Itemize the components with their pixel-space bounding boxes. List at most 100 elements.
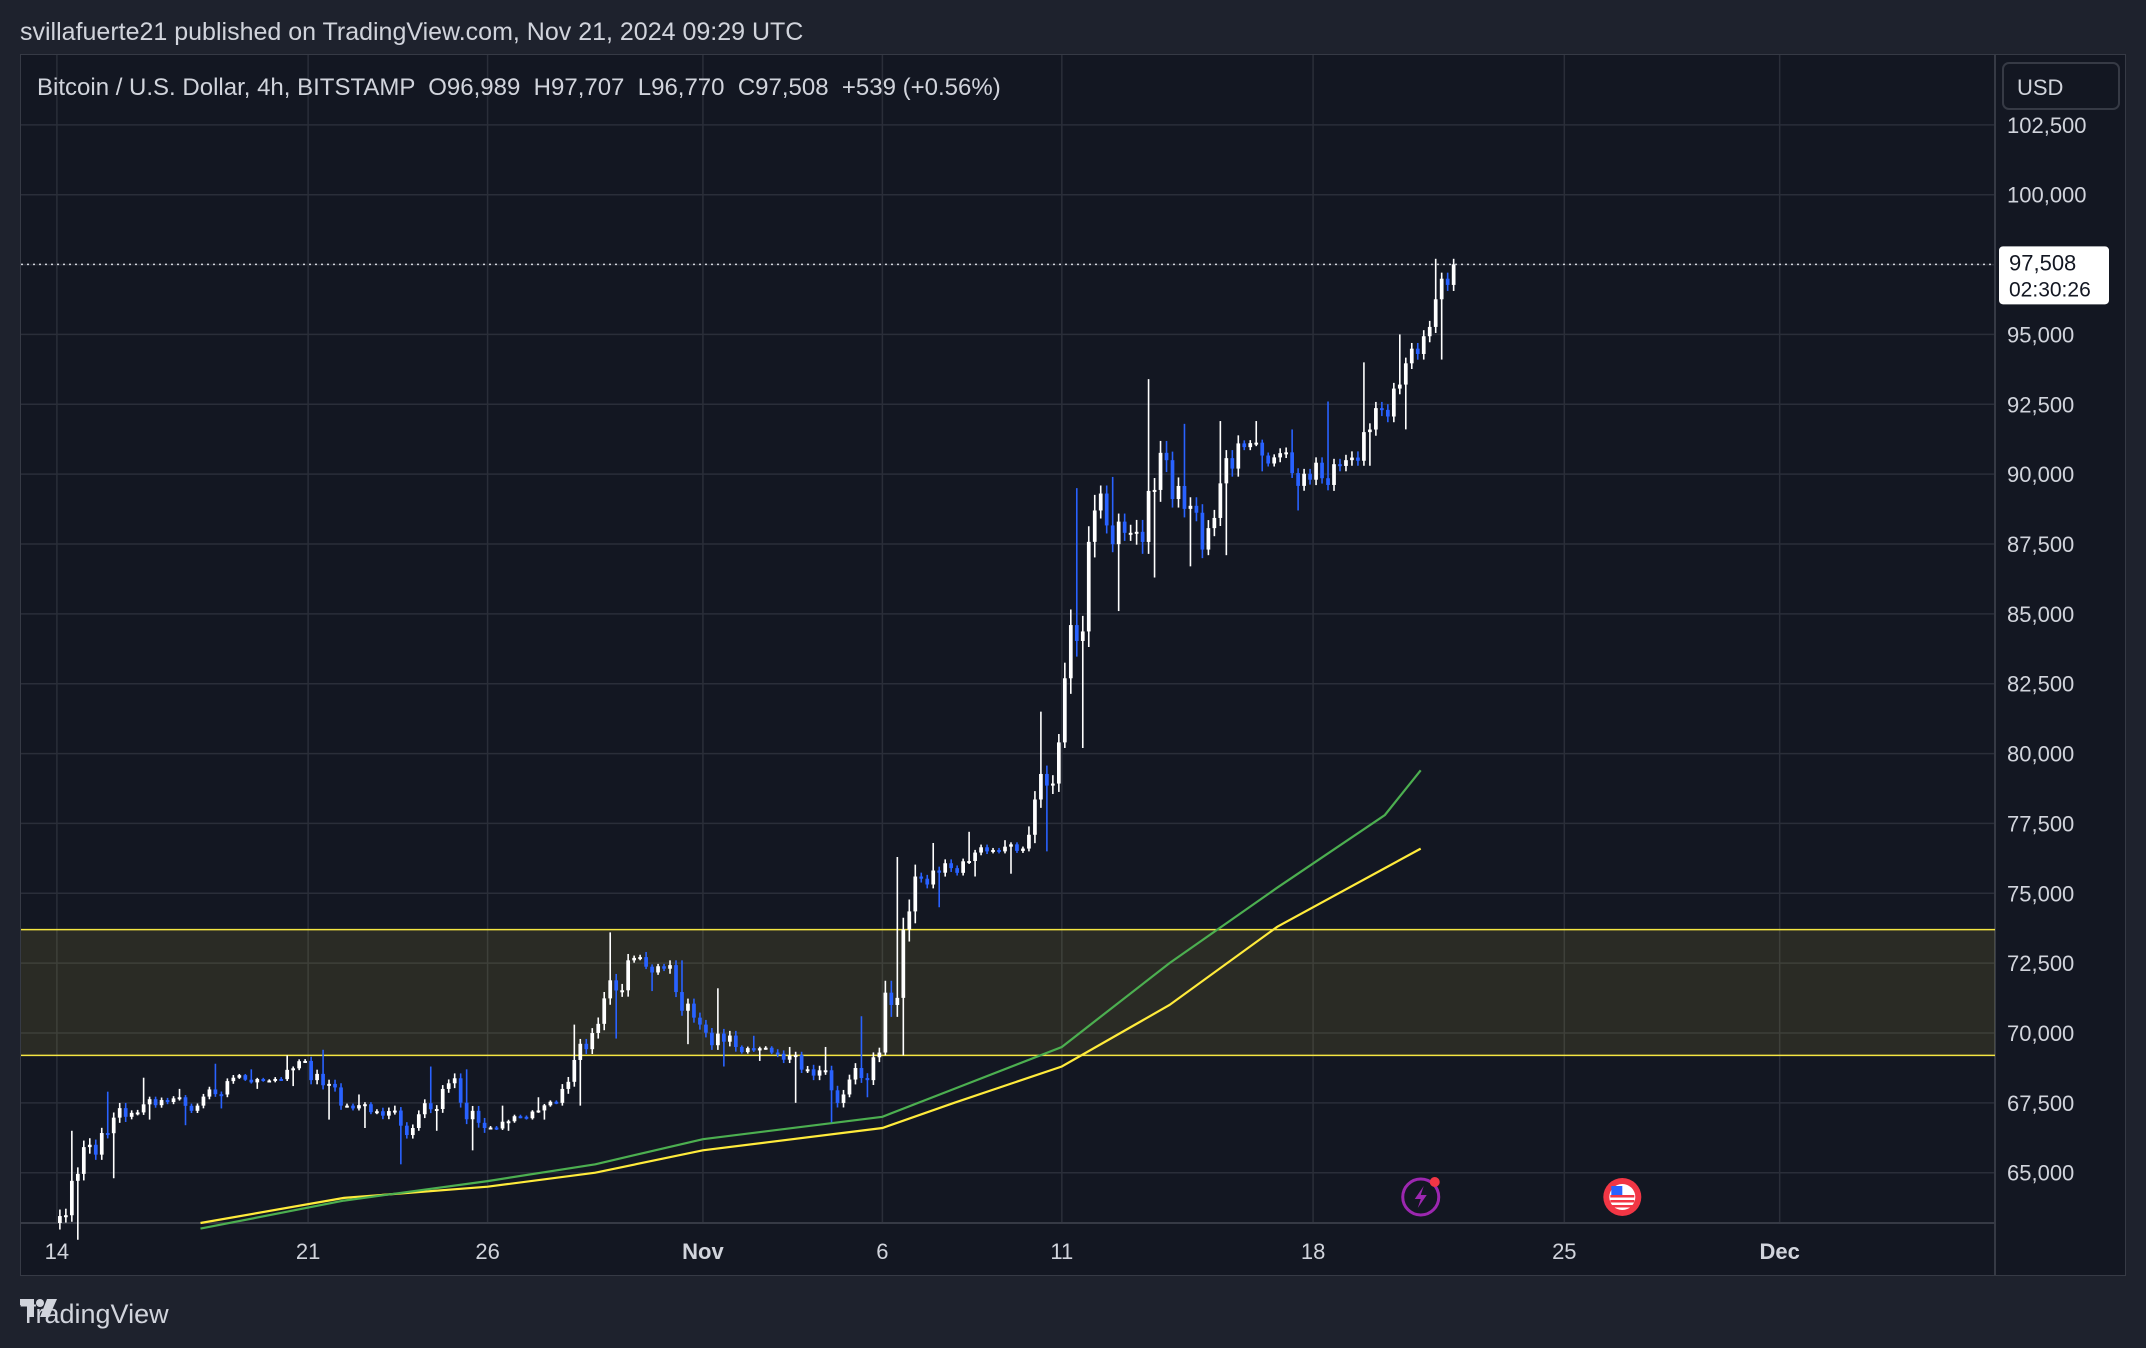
candle-down[interactable]: [775, 1052, 780, 1055]
candle-down[interactable]: [1170, 460, 1175, 500]
candle-up[interactable]: [297, 1061, 302, 1069]
candle-up[interactable]: [1176, 485, 1181, 500]
candle-up[interactable]: [201, 1096, 206, 1106]
candle-up[interactable]: [129, 1112, 134, 1117]
candle-up[interactable]: [907, 911, 912, 930]
candle-down[interactable]: [985, 847, 989, 852]
candle-up[interactable]: [416, 1114, 421, 1128]
candle-down[interactable]: [680, 992, 684, 1011]
candle-down[interactable]: [464, 1102, 469, 1120]
candle-down[interactable]: [1230, 458, 1235, 469]
candle-down[interactable]: [428, 1103, 433, 1110]
candle-up[interactable]: [1314, 462, 1318, 480]
candle-up[interactable]: [58, 1216, 62, 1223]
candle-up[interactable]: [686, 1003, 690, 1011]
support-zone[interactable]: [21, 929, 1995, 1056]
candle-down[interactable]: [1308, 473, 1312, 480]
plot-area[interactable]: [21, 55, 1995, 1223]
candle-down[interactable]: [1445, 278, 1450, 285]
candle-up[interactable]: [1272, 457, 1277, 464]
candle-down[interactable]: [799, 1055, 804, 1070]
candle-up[interactable]: [1254, 442, 1259, 445]
candle-up[interactable]: [87, 1144, 92, 1148]
candle-up[interactable]: [1009, 844, 1013, 847]
candle-down[interactable]: [339, 1087, 343, 1106]
candle-up[interactable]: [1350, 457, 1354, 461]
candle-up[interactable]: [1068, 625, 1073, 679]
candle-down[interactable]: [1182, 485, 1187, 509]
candle-up[interactable]: [225, 1081, 230, 1095]
candle-down[interactable]: [829, 1070, 834, 1091]
candle-down[interactable]: [494, 1127, 499, 1130]
candle-down[interactable]: [554, 1101, 559, 1104]
candle-up[interactable]: [608, 980, 613, 999]
candle-up[interactable]: [500, 1121, 505, 1129]
candle-up[interactable]: [1427, 326, 1432, 337]
candle-up[interactable]: [1021, 848, 1025, 851]
candle-up[interactable]: [285, 1069, 290, 1080]
candle-up[interactable]: [979, 847, 983, 853]
candle-up[interactable]: [1206, 528, 1211, 550]
candle-up[interactable]: [231, 1077, 236, 1082]
candle-down[interactable]: [1045, 773, 1049, 786]
candle-down[interactable]: [321, 1073, 325, 1086]
candle-down[interactable]: [781, 1053, 786, 1060]
candle-up[interactable]: [81, 1147, 86, 1174]
candle-up[interactable]: [512, 1116, 517, 1122]
candle-down[interactable]: [249, 1079, 254, 1083]
candle-up[interactable]: [967, 860, 971, 863]
candle-down[interactable]: [698, 1017, 702, 1025]
candle-up[interactable]: [387, 1111, 391, 1116]
candle-down[interactable]: [351, 1105, 355, 1109]
candle-up[interactable]: [1403, 363, 1408, 385]
candle-down[interactable]: [650, 966, 654, 973]
candle-down[interactable]: [733, 1035, 738, 1047]
candle-down[interactable]: [949, 863, 954, 869]
candle-down[interactable]: [279, 1078, 284, 1081]
candle-up[interactable]: [75, 1173, 80, 1181]
candle-up[interactable]: [572, 1059, 577, 1082]
candle-down[interactable]: [835, 1090, 840, 1103]
candle-up[interactable]: [1146, 490, 1151, 542]
candle-up[interactable]: [267, 1080, 272, 1083]
candle-up[interactable]: [961, 861, 965, 873]
candle-up[interactable]: [943, 863, 948, 873]
candle-up[interactable]: [410, 1127, 415, 1136]
candle-up[interactable]: [656, 966, 660, 973]
candle-down[interactable]: [889, 992, 894, 1005]
candle-down[interactable]: [1242, 443, 1247, 448]
candle-up[interactable]: [841, 1094, 846, 1103]
candle-up[interactable]: [536, 1110, 541, 1113]
candle-up[interactable]: [434, 1108, 439, 1111]
candle-up[interactable]: [853, 1068, 858, 1080]
candle-down[interactable]: [1164, 452, 1169, 461]
candle-down[interactable]: [811, 1069, 816, 1076]
candle-down[interactable]: [925, 878, 930, 885]
candle-up[interactable]: [542, 1105, 547, 1111]
candle-down[interactable]: [404, 1125, 409, 1136]
price-chart[interactable]: 65,000 67,500 70,000 72,500 75,000 77,500 80,0…: [21, 55, 2125, 1275]
candle-up[interactable]: [141, 1104, 146, 1113]
candle-down[interactable]: [1260, 442, 1265, 456]
candle-up[interactable]: [602, 998, 607, 1024]
candle-down[interactable]: [189, 1105, 194, 1111]
candle-up[interactable]: [727, 1035, 732, 1042]
candle-up[interactable]: [177, 1097, 182, 1100]
candle-down[interactable]: [937, 870, 942, 873]
candle-up[interactable]: [422, 1103, 427, 1115]
candle-up[interactable]: [1086, 541, 1091, 632]
candle-down[interactable]: [865, 1078, 870, 1081]
currency-button[interactable]: [2002, 62, 2120, 110]
candle-down[interactable]: [1296, 473, 1300, 486]
candle-up[interactable]: [237, 1075, 242, 1078]
candle-down[interactable]: [692, 1003, 696, 1018]
candle-up[interactable]: [632, 957, 636, 961]
candle-up[interactable]: [1302, 473, 1306, 486]
candle-down[interactable]: [1415, 348, 1420, 354]
candle-up[interactable]: [291, 1068, 296, 1071]
candle-up[interactable]: [1116, 521, 1121, 545]
candle-down[interactable]: [674, 965, 678, 993]
candle-up[interactable]: [805, 1069, 810, 1072]
candle-down[interactable]: [1122, 521, 1127, 533]
candle-up[interactable]: [1092, 510, 1097, 542]
